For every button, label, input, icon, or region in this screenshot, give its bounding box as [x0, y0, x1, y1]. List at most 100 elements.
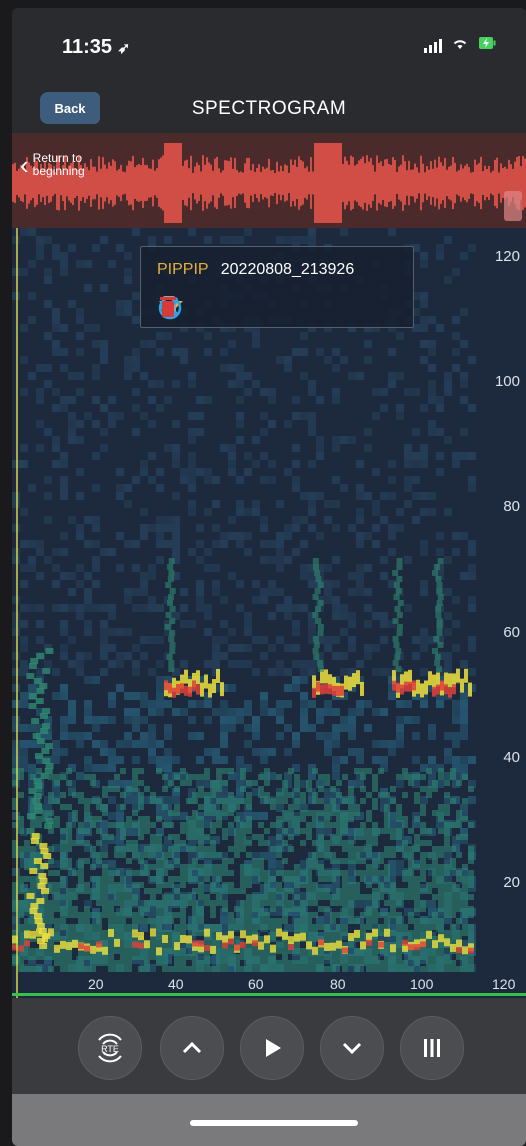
spectrogram-cell	[460, 308, 468, 316]
spectrogram-cell	[360, 954, 366, 960]
trash-icon[interactable]	[160, 295, 381, 319]
spectrogram-cell	[380, 388, 388, 396]
spectrogram-cell	[60, 876, 66, 882]
spectrogram-cell	[236, 716, 244, 724]
spectrogram-cell	[204, 780, 212, 788]
spectrogram-cell	[460, 804, 468, 812]
play-button[interactable]	[240, 1016, 304, 1080]
return-to-beginning-button[interactable]: ‹ Return to beginning	[20, 151, 85, 180]
spectrogram-cell	[167, 576, 174, 582]
waveform-bar	[440, 162, 442, 204]
spectrogram-cell	[24, 936, 30, 942]
spectrogram-cell	[306, 858, 312, 864]
spectrogram-view[interactable]: PIPPIP 20220808_213926	[12, 228, 526, 998]
back-button[interactable]: Back	[40, 92, 100, 124]
share-icon[interactable]	[160, 295, 331, 319]
spectrogram-cell	[384, 942, 390, 948]
spectrogram-cell	[450, 943, 456, 952]
spectrogram-cell	[36, 772, 44, 780]
spectrogram-cell	[220, 700, 228, 708]
spectrogram-cell	[222, 900, 228, 906]
waveform-bar	[432, 168, 434, 198]
spectrogram-cell	[144, 900, 150, 906]
spectrogram-cell	[412, 636, 420, 644]
spectrogram-cell	[448, 687, 452, 698]
spectrogram-cell	[186, 828, 192, 834]
spectrogram-cell	[462, 816, 468, 822]
spectrogram-cell	[84, 804, 90, 810]
spectrogram-cell	[318, 924, 324, 930]
playback-cursor[interactable]	[16, 228, 18, 998]
spectrogram-cell	[366, 834, 372, 840]
spectrogram-cell	[244, 508, 252, 516]
spectrogram-cell	[342, 774, 348, 780]
spectrogram-cell	[24, 876, 30, 882]
spectrogram-cell	[264, 870, 270, 876]
spectrogram-cell	[60, 748, 68, 756]
spectrogram-cell	[408, 936, 414, 942]
spectrogram-cell	[462, 894, 468, 900]
waveform-overview[interactable]: ‹ Return to beginning	[12, 133, 526, 228]
spectrogram-cell	[172, 612, 180, 620]
spectrogram-cell	[20, 756, 28, 764]
spectrogram-cell	[378, 948, 384, 954]
waveform-bar	[90, 159, 92, 207]
spectrogram-cell	[380, 708, 388, 716]
spectrogram-cell	[366, 864, 372, 870]
spectrogram-cell	[324, 780, 330, 786]
spectrogram-cell	[260, 596, 268, 604]
phone-icon[interactable]	[162, 295, 231, 319]
spectrogram-cell	[366, 852, 372, 858]
spectrogram-cell	[468, 682, 472, 697]
spectrogram-cell	[234, 846, 240, 852]
spectrogram-cell	[168, 894, 174, 900]
spectrogram-cell	[39, 878, 48, 884]
spectrogram-cell	[420, 356, 428, 364]
spectrogram-cell	[44, 236, 52, 244]
spectrogram-cell	[36, 444, 44, 452]
spectrogram-cell	[192, 942, 198, 951]
spectrogram-cell	[444, 660, 452, 668]
x-tick-label: 80	[330, 976, 346, 992]
spectrogram-cell	[42, 816, 48, 822]
spectrogram-cell	[264, 935, 270, 944]
spectrogram-cell	[432, 858, 438, 864]
spectrogram-cell	[330, 804, 336, 810]
spectrogram-cell	[388, 532, 396, 540]
spectrogram-cell	[270, 906, 276, 912]
home-indicator[interactable]	[190, 1120, 358, 1126]
spectrogram-cell	[436, 404, 444, 412]
spectrogram-cell	[48, 888, 54, 894]
rte-button[interactable]: RTE	[78, 1016, 142, 1080]
spectrogram-cell	[228, 572, 236, 580]
spectrogram-cell	[180, 683, 184, 694]
spectrogram-cell	[216, 669, 220, 684]
spectrogram-cell	[222, 935, 228, 944]
spectrogram-cell	[52, 388, 60, 396]
spectrogram-cell	[420, 404, 428, 412]
menu-button[interactable]	[400, 1016, 464, 1080]
waveform-bar	[190, 155, 192, 211]
spectrogram-cell	[66, 858, 72, 864]
timeline-bar	[12, 993, 526, 996]
up-button[interactable]	[160, 1016, 224, 1080]
spectrogram-cell	[188, 468, 196, 476]
waveform-bar	[418, 172, 420, 194]
spectrogram-cell	[450, 960, 456, 966]
spectrogram-cell	[244, 468, 252, 476]
waveform-scroll-handle[interactable]	[504, 191, 522, 221]
spectrogram-cell	[66, 768, 72, 774]
spectrogram-cell	[37, 938, 46, 944]
spectrogram-cell	[260, 452, 268, 460]
spectrogram-cell	[306, 941, 312, 950]
spectrogram-cell	[92, 324, 100, 332]
spectrogram-cell	[150, 954, 156, 960]
down-button[interactable]	[320, 1016, 384, 1080]
spectrogram-cell	[294, 822, 300, 828]
spectrogram-cell	[26, 828, 35, 834]
spectrogram-cell	[270, 900, 276, 906]
waveform-bar	[490, 172, 492, 194]
spectrogram-cell	[380, 620, 388, 628]
cancel-circle-icon[interactable]	[158, 295, 281, 320]
waveform-bar	[144, 164, 146, 202]
